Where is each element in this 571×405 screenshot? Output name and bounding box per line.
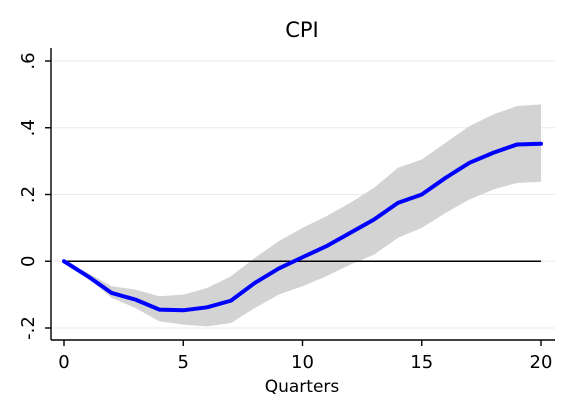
x-tick-label-2: 10 [291,352,314,373]
y-tick-label-3: .4 [18,119,39,136]
x-axis-label: Quarters [265,377,340,397]
y-tick-label-1: 0 [18,256,39,267]
y-axis-ticks: -.2 0 .2 .4 .6 [18,52,51,340]
x-tick-label-4: 20 [530,352,553,373]
y-tick-label-4: .6 [18,52,39,69]
x-axis-ticks: 0 5 10 15 20 [58,340,552,373]
y-tick-label-0: -.2 [18,316,39,340]
cpi-response-line [62,141,543,313]
x-tick-label-3: 15 [410,352,433,373]
x-tick-label-1: 5 [178,352,189,373]
chart-title: CPI [285,18,319,42]
confidence-band [64,104,541,327]
x-tick-label-0: 0 [58,352,69,373]
y-tick-label-2: .2 [18,186,39,203]
